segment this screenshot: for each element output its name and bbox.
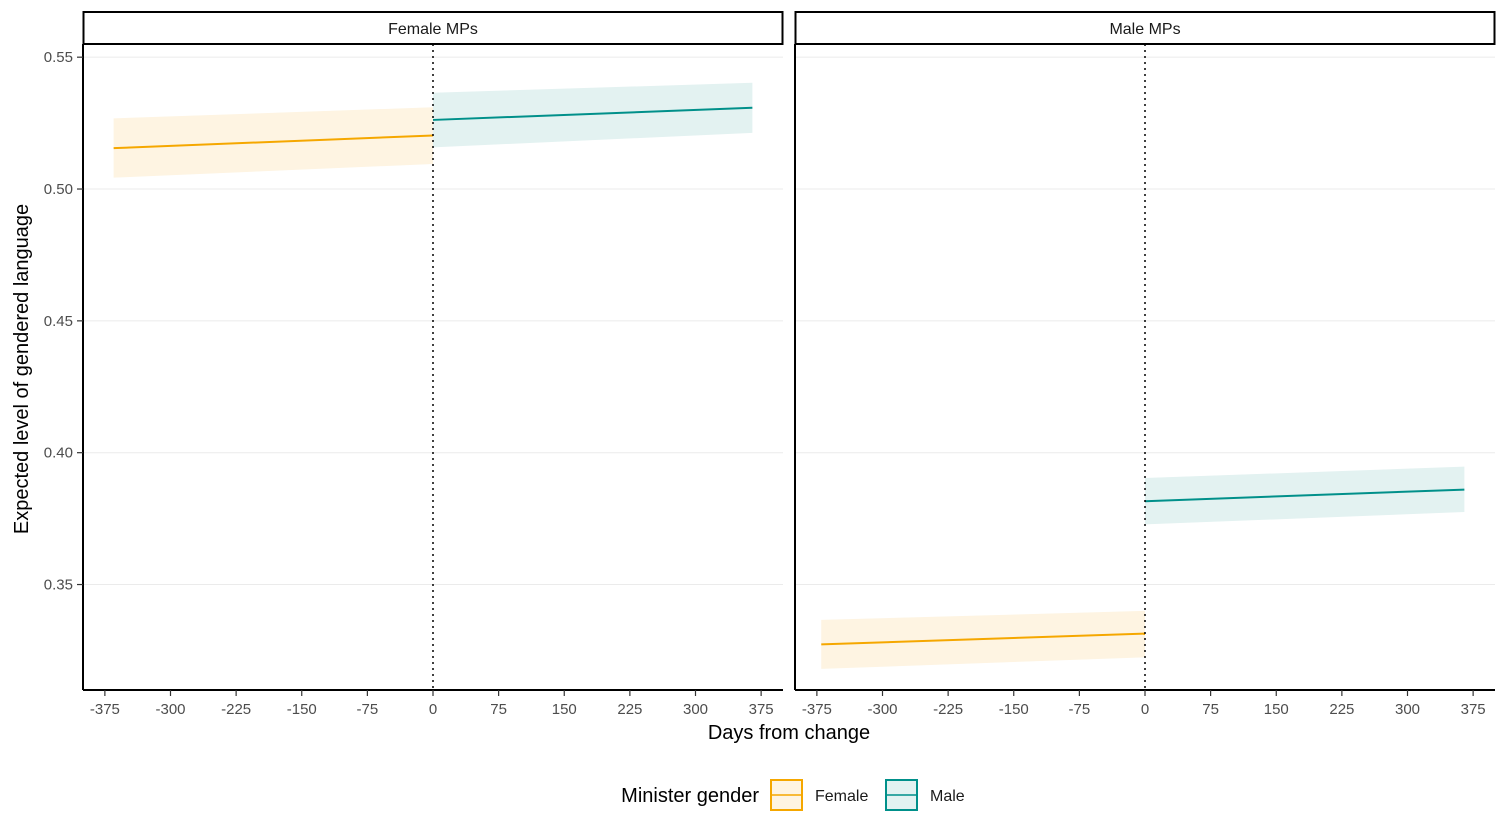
x-tick-label: -150 <box>999 701 1029 718</box>
x-tick-label: 0 <box>429 701 437 718</box>
x-tick-label: 300 <box>1395 701 1420 718</box>
panel-strip-label: Male MPs <box>1109 21 1180 38</box>
y-tick-label: 0.40 <box>44 445 73 462</box>
x-axis-title: Days from change <box>708 722 870 744</box>
panel-strip <box>794 11 1496 45</box>
legend-label-male: Male <box>930 788 965 805</box>
x-tick-label: 300 <box>683 701 708 718</box>
x-tick-label: -225 <box>221 701 251 718</box>
x-tick-label: -150 <box>287 701 317 718</box>
panel-strip-label: Female MPs <box>388 21 478 38</box>
panel-1: Female MPs -375 -300 -225 -150 -75 0 75 150 225 30… <box>44 11 784 718</box>
x-tick-label: 225 <box>1329 701 1354 718</box>
x-tick-label: -75 <box>1069 701 1091 718</box>
x-tick-label: -300 <box>155 701 185 718</box>
y-tick-label: 0.35 <box>44 577 73 594</box>
x-tick-label: 225 <box>617 701 642 718</box>
x-tick-label: 375 <box>1461 701 1486 718</box>
legend-key-female <box>770 779 803 811</box>
x-tick-label: -375 <box>802 701 832 718</box>
x-tick-label: -300 <box>867 701 897 718</box>
series-line-male <box>1144 488 1465 503</box>
x-tick-label: 75 <box>490 701 507 718</box>
series-line-female <box>821 632 1146 646</box>
x-tick-label: -375 <box>90 701 120 718</box>
series-line-female <box>113 134 434 150</box>
y-tick-label: 0.50 <box>44 181 73 198</box>
panel-2: Male MPs -375 -300 -225 -150 -75 0 75 150 225 300 3… <box>794 11 1496 718</box>
legend: Minister gender Female Male <box>621 779 965 811</box>
legend-label-female: Female <box>815 788 868 805</box>
series-line-male <box>432 106 753 121</box>
y-tick-label: 0.55 <box>44 49 73 66</box>
confidence-band-male <box>433 82 753 148</box>
x-tick-label: -75 <box>357 701 379 718</box>
x-tick-label: 75 <box>1202 701 1219 718</box>
y-axis-title: Expected level of gendered language <box>11 204 33 534</box>
x-tick-label: 375 <box>749 701 774 718</box>
x-tick-label: 0 <box>1141 701 1149 718</box>
legend-key-male <box>885 779 918 811</box>
x-tick-label: 150 <box>1264 701 1289 718</box>
x-tick-label: 150 <box>552 701 577 718</box>
x-tick-label: -225 <box>933 701 963 718</box>
y-tick-label: 0.45 <box>44 313 73 330</box>
panel-strip <box>82 11 784 45</box>
panels-layer: Female MPs -375 -300 -225 -150 -75 0 75 150 225 30… <box>44 11 1496 718</box>
legend-title: Minister gender <box>621 785 759 807</box>
